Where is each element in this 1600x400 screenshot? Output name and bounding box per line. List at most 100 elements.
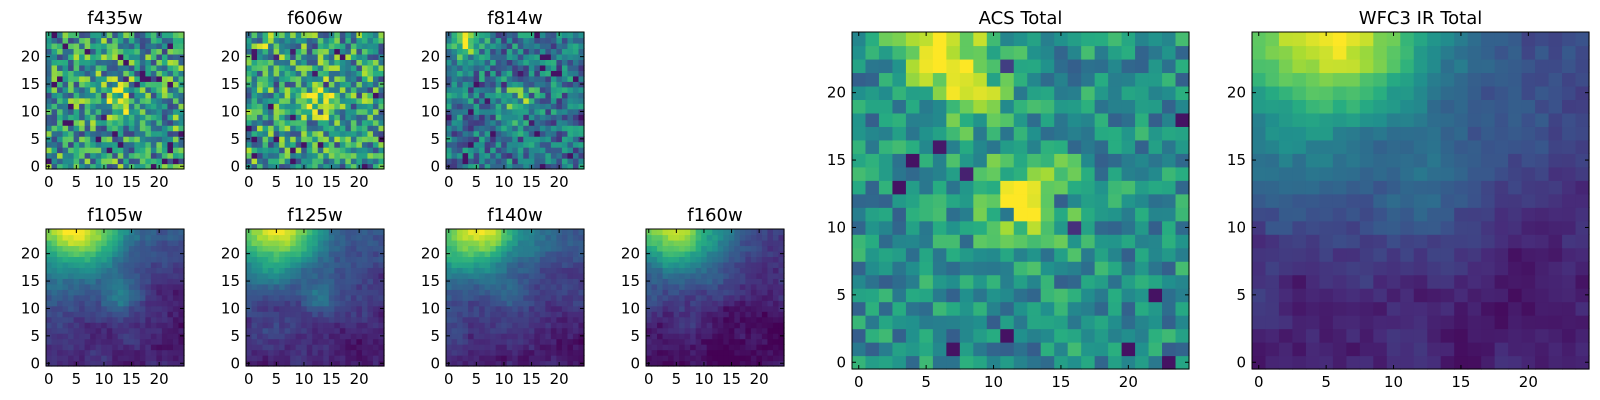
heatmap-cell (684, 355, 691, 362)
heatmap-cell (668, 278, 675, 285)
heatmap-cell (251, 114, 258, 121)
heatmap-cell (986, 288, 1001, 303)
heatmap-cell (473, 81, 480, 88)
heatmap-cell (361, 152, 369, 159)
heatmap-cell (572, 229, 580, 236)
heatmap-cell (1175, 355, 1190, 370)
heatmap-cell (167, 344, 174, 351)
heatmap-cell (378, 42, 385, 50)
heatmap-cell (161, 152, 169, 159)
heatmap-cell (495, 245, 502, 252)
heatmap-cell (739, 305, 746, 312)
heatmap-cell (1054, 301, 1069, 316)
heatmap-cell (150, 245, 157, 252)
heatmap-cell (112, 152, 119, 159)
heatmap-cell (123, 250, 130, 257)
heatmap-cell (1108, 247, 1123, 262)
heatmap-cell (767, 272, 774, 279)
heatmap-cell (139, 278, 146, 285)
heatmap-cell (479, 152, 486, 159)
heatmap-cell (117, 108, 124, 115)
heatmap-cell (495, 48, 502, 55)
heatmap-cell (556, 75, 563, 82)
heatmap-cell (534, 158, 541, 165)
heatmap-cell (139, 92, 146, 99)
heatmap-cell (345, 272, 352, 279)
heatmap-cell (446, 294, 453, 301)
heatmap-cell (865, 234, 880, 249)
heatmap-cell (528, 283, 535, 290)
heatmap-cell (865, 315, 880, 330)
heatmap-cell (446, 338, 453, 345)
heatmap-cell (673, 234, 680, 241)
heatmap-cell (317, 234, 324, 241)
heatmap-cell (484, 239, 491, 247)
heatmap-cell (706, 305, 713, 312)
heatmap-cell (772, 250, 780, 257)
heatmap-cell (139, 136, 146, 143)
heatmap-cell (290, 283, 297, 290)
heatmap-cell (367, 239, 374, 247)
heatmap-cell (172, 261, 180, 268)
heatmap-cell (446, 239, 453, 247)
heatmap-cell (462, 152, 469, 159)
heatmap-cell (123, 256, 130, 263)
y-tick-label: 20 (421, 245, 440, 263)
heatmap-cell (345, 250, 352, 257)
heatmap-cell (46, 239, 53, 247)
heatmap-cell (479, 75, 486, 82)
heatmap-cell (123, 229, 130, 236)
heatmap-cell (1040, 288, 1055, 303)
heatmap-cell (178, 114, 185, 121)
heatmap-cell (468, 119, 475, 126)
heatmap-cell (706, 360, 713, 367)
heatmap-cell (134, 327, 141, 334)
heatmap-cell (262, 130, 269, 137)
heatmap-cell (284, 125, 291, 132)
heatmap-cell (1081, 207, 1096, 222)
heatmap-cell (572, 300, 580, 307)
heatmap-cell (712, 234, 719, 241)
heatmap-cell (561, 267, 569, 274)
heatmap-cell (246, 119, 253, 126)
heatmap-cell (750, 283, 757, 290)
heatmap-cell (62, 59, 69, 66)
heatmap-cell (651, 245, 658, 252)
heatmap-cell (372, 92, 380, 99)
heatmap-cell (556, 158, 563, 165)
heatmap-cell (150, 42, 157, 50)
heatmap-cell (345, 152, 352, 159)
heatmap-cell (378, 261, 385, 268)
heatmap-cell (134, 305, 141, 312)
heatmap-cell (695, 278, 702, 285)
heatmap-cell (279, 53, 286, 60)
heatmap-cell (167, 70, 174, 77)
heatmap-cell (1135, 166, 1150, 181)
heatmap-cell (68, 97, 75, 104)
heatmap-cell (361, 86, 369, 93)
heatmap-cell (167, 37, 174, 44)
heatmap-cell (246, 239, 253, 247)
heatmap-cell (523, 294, 530, 301)
heatmap-cell (662, 360, 669, 367)
heatmap-cell (695, 250, 702, 257)
heatmap-cell (484, 125, 491, 132)
heatmap-cell (350, 278, 357, 285)
heatmap-cell (345, 333, 352, 340)
heatmap-cell (1013, 355, 1028, 370)
heatmap-cell (345, 136, 352, 143)
heatmap-cell (473, 294, 480, 301)
heatmap-cell (756, 322, 763, 329)
heatmap-cell (306, 327, 313, 334)
heatmap-cell (501, 245, 508, 252)
heatmap-cell (545, 158, 552, 165)
heatmap-cell (367, 64, 374, 71)
heatmap-cell (73, 97, 80, 104)
heatmap-cell (46, 125, 53, 132)
heatmap-cell (161, 86, 169, 93)
heatmap-cell (701, 239, 708, 247)
heatmap-cell (959, 247, 974, 262)
heatmap-cell (501, 267, 508, 274)
heatmap-cell (345, 92, 352, 99)
heatmap-cell (268, 256, 275, 263)
